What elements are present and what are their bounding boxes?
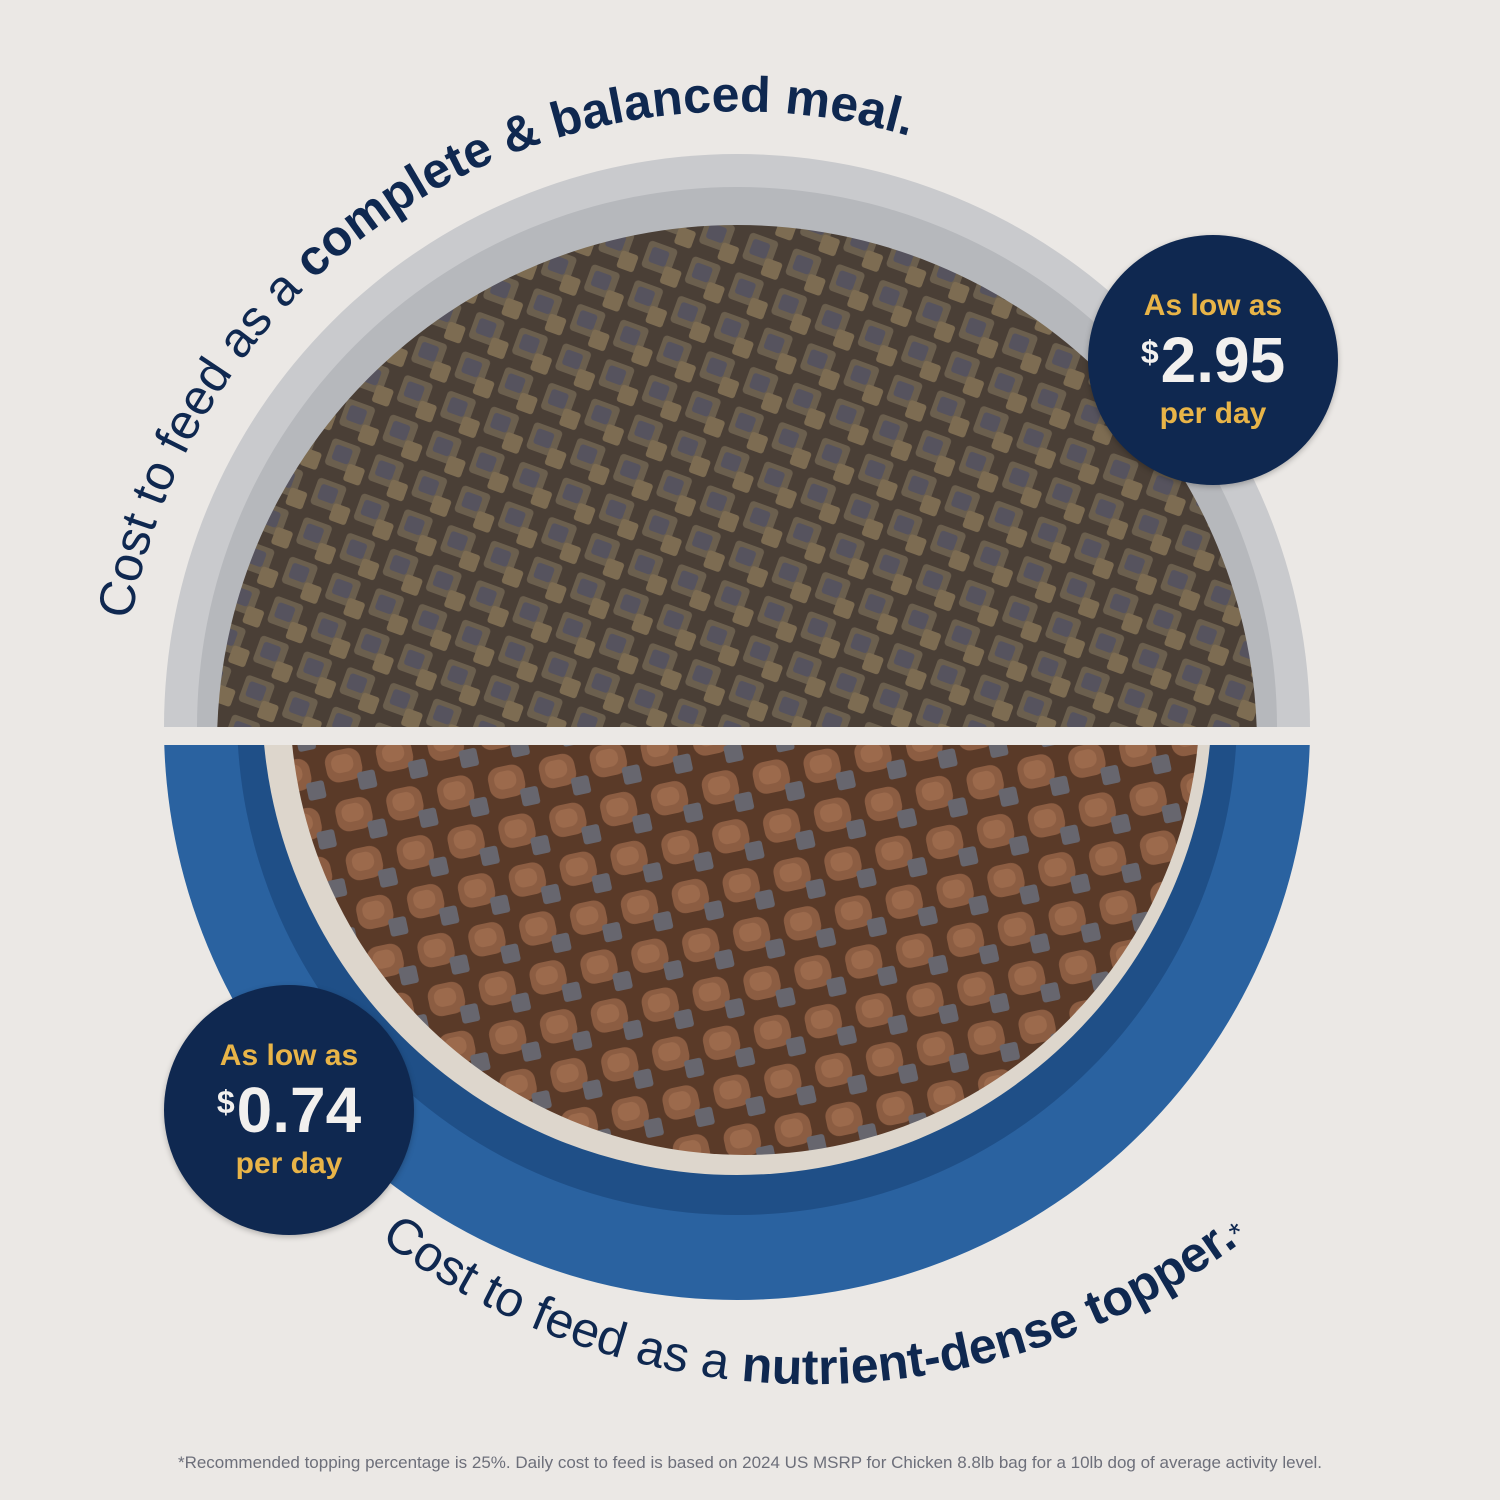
badge-price: $2.95 [1141, 324, 1285, 396]
top-price-badge: As low as $2.95 per day [1088, 235, 1338, 485]
price-value: 2.95 [1160, 324, 1286, 396]
badge-label: As low as [219, 1039, 359, 1072]
badge-unit: per day [235, 1147, 343, 1180]
bottom-bowl [164, 745, 1310, 1300]
badge-unit: per day [1159, 397, 1267, 430]
price-value: 0.74 [236, 1074, 362, 1146]
badge-price: $0.74 [217, 1074, 361, 1146]
bottom-price-badge: As low as $0.74 per day [164, 985, 414, 1235]
badge-label: As low as [1143, 289, 1283, 322]
footnote: *Recommended topping percentage is 25%. … [177, 1453, 1323, 1472]
currency-symbol: $ [1140, 334, 1159, 370]
currency-symbol: $ [216, 1084, 235, 1120]
top-bowl [164, 154, 1310, 727]
